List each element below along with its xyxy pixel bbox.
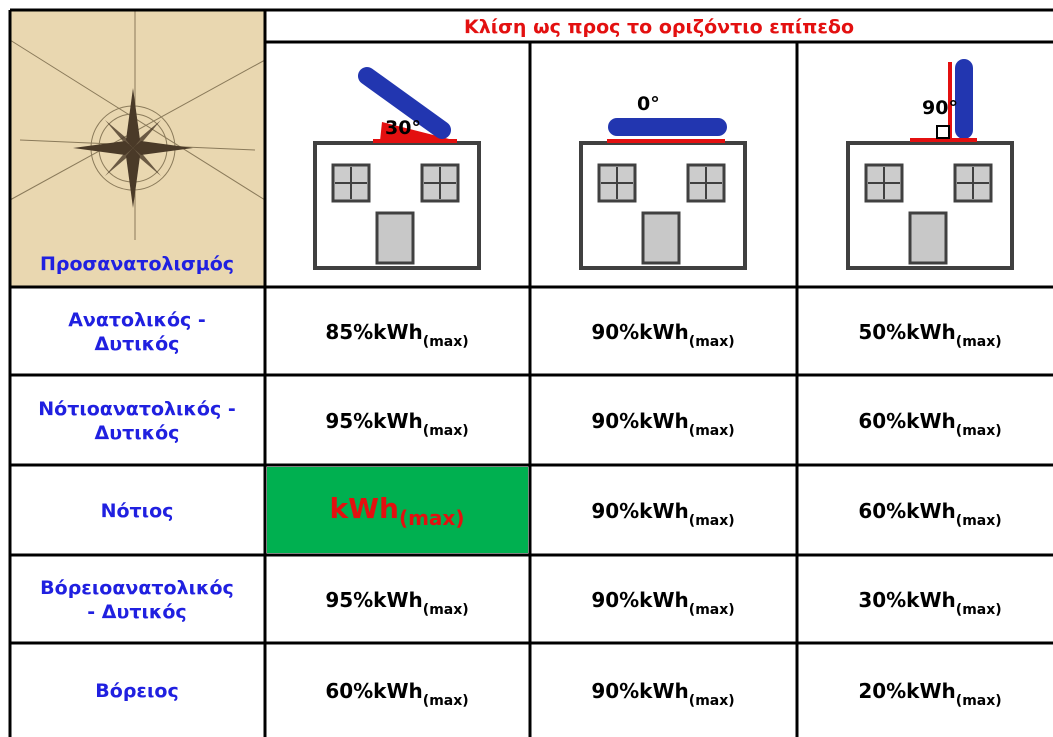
cell-main: 95%kWh [325, 409, 422, 433]
angle-label: 30° [385, 117, 421, 139]
row-label: Δυτικός [95, 333, 180, 355]
row-label: Νότιοανατολικός - [38, 398, 236, 420]
cell-main: 95%kWh [325, 588, 422, 612]
corner-label: Προσανατολισμός [40, 253, 234, 275]
cell-sub: (max) [423, 423, 469, 439]
row-label: Ανατολικός - [68, 309, 206, 331]
cell-main: 85%kWh [325, 320, 422, 344]
cell-main: 90%kWh [591, 499, 688, 523]
cell-main: 60%kWh [858, 499, 955, 523]
cell-sub: (max) [689, 334, 735, 350]
row-label: Βόρειος [95, 680, 178, 702]
angle-label: 0° [637, 93, 660, 115]
header-title: Κλίση ως προς το οριζόντιο επίπεδο [464, 16, 854, 38]
cell-sub: (max) [689, 602, 735, 618]
page: Προσανατολισμός Κλίση ως προς το οριζόντ… [0, 0, 1053, 737]
house-diagram [315, 143, 479, 268]
house-diagram [848, 143, 1012, 268]
compass-image [10, 10, 265, 287]
cell-main: 60%kWh [325, 679, 422, 703]
row-label: Βόρειοανατολικός [40, 577, 234, 599]
cell-sub: (max) [689, 513, 735, 529]
cell-main: kWh [330, 492, 399, 525]
cell-main: 20%kWh [858, 679, 955, 703]
cell-main: 60%kWh [858, 409, 955, 433]
cell-sub: (max) [399, 506, 465, 530]
row-label: - Δυτικός [87, 601, 186, 623]
cell-sub: (max) [423, 334, 469, 350]
cell-main: 90%kWh [591, 679, 688, 703]
row-label: Δυτικός [95, 422, 180, 444]
house-diagram [581, 143, 745, 268]
angle-label: 90° [922, 97, 958, 119]
house-door [910, 213, 946, 263]
house-door [643, 213, 679, 263]
row-label: Νότιος [101, 500, 174, 522]
cell-main: 90%kWh [591, 409, 688, 433]
cell-sub: (max) [956, 334, 1002, 350]
cell-main: 90%kWh [591, 320, 688, 344]
house-door [377, 213, 413, 263]
cell-sub: (max) [423, 602, 469, 618]
cell-sub: (max) [956, 423, 1002, 439]
cell-sub: (max) [956, 602, 1002, 618]
cell-sub: (max) [689, 693, 735, 709]
cell-sub: (max) [956, 513, 1002, 529]
cell-sub: (max) [689, 423, 735, 439]
cell-main: 50%kWh [858, 320, 955, 344]
cell-main: 30%kWh [858, 588, 955, 612]
cell-sub: (max) [423, 693, 469, 709]
cell-sub: (max) [956, 693, 1002, 709]
cell-main: 90%kWh [591, 588, 688, 612]
